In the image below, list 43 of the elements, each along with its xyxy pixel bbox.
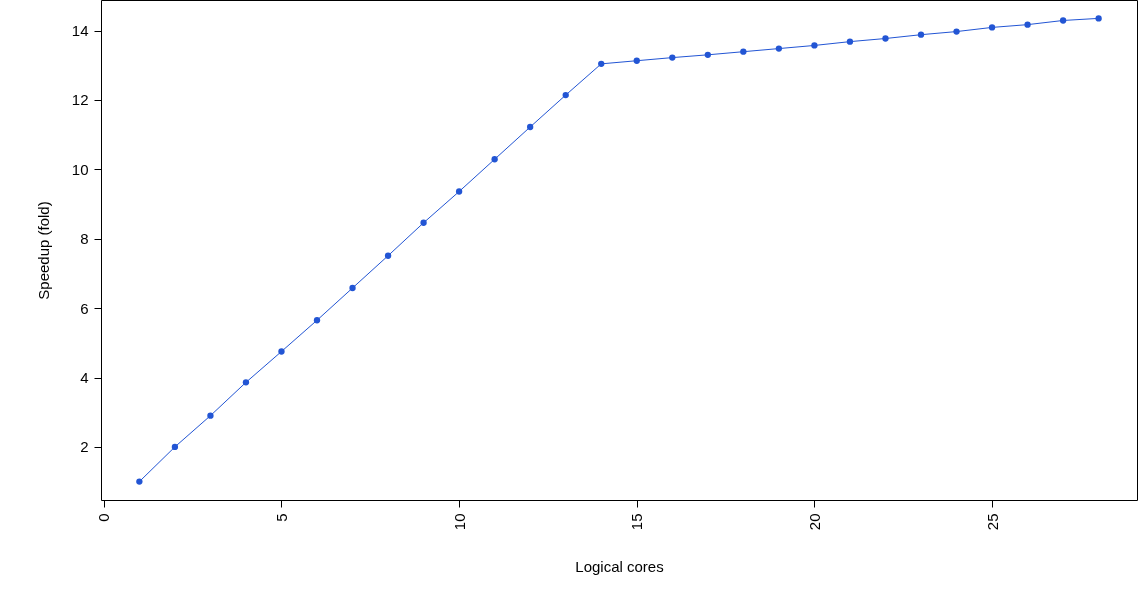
point xyxy=(740,48,747,55)
point xyxy=(882,35,889,42)
y-tick-label: 6 xyxy=(80,299,89,317)
x-tick-label: 5 xyxy=(272,513,290,522)
y-tick-label: 8 xyxy=(80,230,89,248)
x-tick-label: 10 xyxy=(450,513,468,531)
point xyxy=(988,24,996,31)
point xyxy=(598,60,605,67)
y-tick-label: 10 xyxy=(71,160,89,178)
point xyxy=(207,412,214,419)
x-tick-label: 15 xyxy=(628,513,646,531)
point xyxy=(420,219,427,226)
point xyxy=(669,54,676,61)
point xyxy=(313,317,321,324)
point xyxy=(917,31,925,38)
y-tick-label: 2 xyxy=(80,438,89,456)
point xyxy=(527,123,534,131)
point xyxy=(136,478,143,485)
point xyxy=(1024,21,1031,28)
point xyxy=(562,91,569,99)
x-tick-label: 0 xyxy=(95,513,113,522)
x-axis-title: Logical cores xyxy=(575,558,664,576)
x-tick-label: 25 xyxy=(983,513,1001,531)
point xyxy=(811,42,818,49)
point xyxy=(953,28,960,35)
point xyxy=(1095,15,1102,22)
point xyxy=(384,252,392,259)
point xyxy=(171,443,179,451)
point xyxy=(775,45,783,52)
y-axis-title: Speedup (fold) xyxy=(34,201,52,300)
y-tick-label: 12 xyxy=(71,91,89,109)
point xyxy=(278,348,285,355)
point xyxy=(455,188,463,195)
x-tick-label: 20 xyxy=(805,513,823,531)
y-tick-label: 14 xyxy=(71,22,89,40)
point xyxy=(1059,17,1067,24)
point xyxy=(491,156,498,163)
point xyxy=(704,51,711,58)
point xyxy=(633,57,640,64)
point xyxy=(242,379,250,386)
y-tick-label: 4 xyxy=(80,369,89,387)
point xyxy=(846,38,854,45)
point xyxy=(349,284,356,292)
